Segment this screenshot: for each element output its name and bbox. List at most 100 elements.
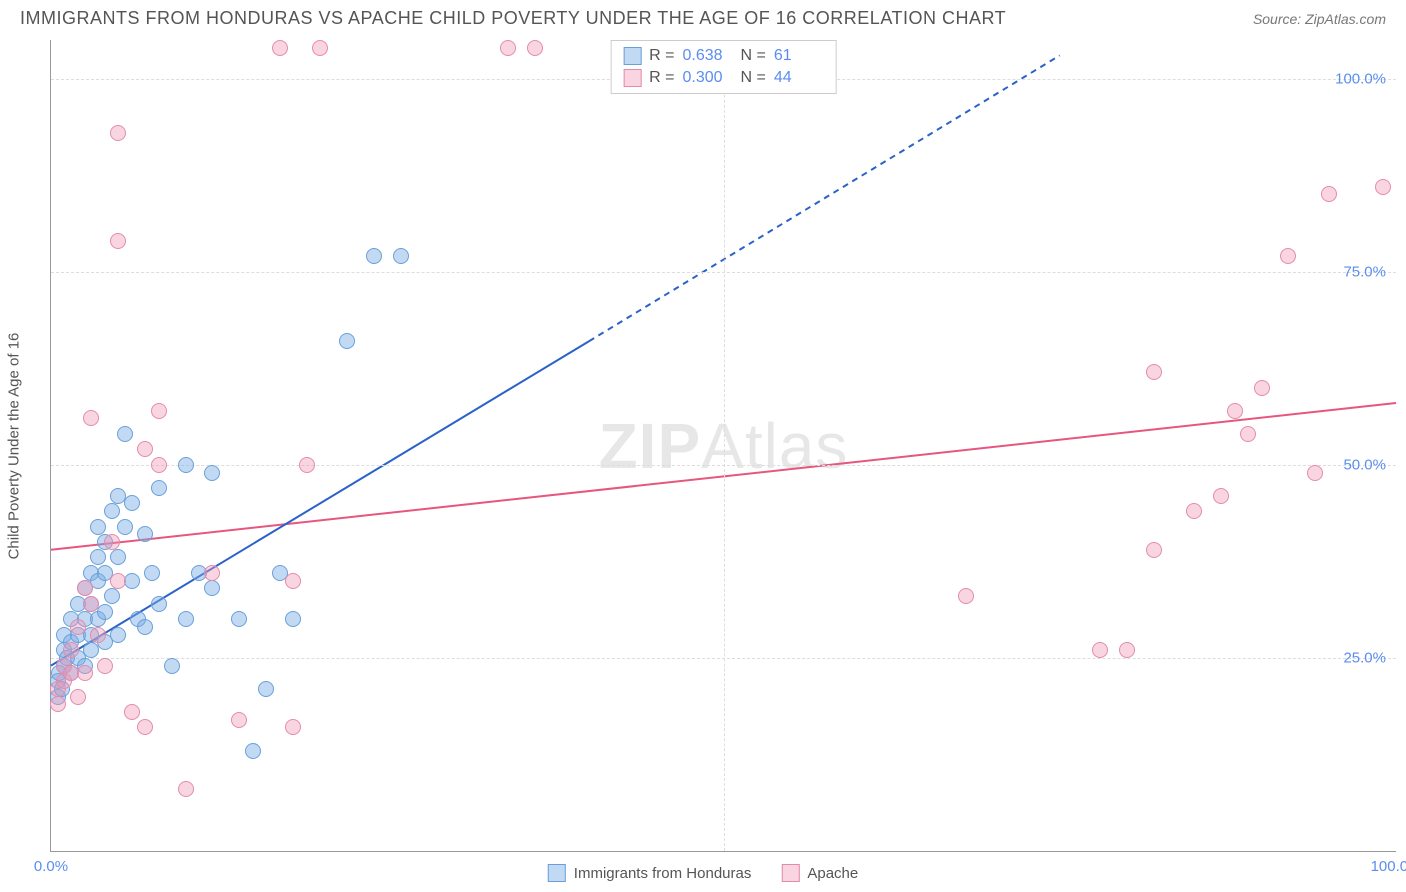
- data-point: [1186, 503, 1202, 519]
- n-label: N =: [741, 69, 766, 87]
- data-point: [90, 627, 106, 643]
- watermark-bold: ZIP: [599, 410, 702, 482]
- data-point: [124, 704, 140, 720]
- xtick-label: 0.0%: [34, 858, 68, 875]
- data-point: [231, 611, 247, 627]
- swatch-series1: [623, 47, 641, 65]
- data-point: [70, 689, 86, 705]
- series-legend: Immigrants from Honduras Apache: [548, 864, 858, 882]
- data-point: [1146, 364, 1162, 380]
- legend-item-series1: Immigrants from Honduras: [548, 864, 752, 882]
- data-point: [137, 441, 153, 457]
- y-axis-label: Child Poverty Under the Age of 16: [6, 333, 23, 560]
- data-point: [1375, 179, 1391, 195]
- data-point: [245, 743, 261, 759]
- r-label: R =: [649, 47, 674, 65]
- data-point: [104, 503, 120, 519]
- data-point: [110, 233, 126, 249]
- data-point: [110, 573, 126, 589]
- swatch-series2: [623, 69, 641, 87]
- trend-line: [589, 55, 1060, 341]
- data-point: [1227, 403, 1243, 419]
- swatch-series1: [548, 864, 566, 882]
- n-value-series1: 61: [774, 47, 824, 65]
- ytick-label: 100.0%: [1335, 70, 1386, 87]
- n-label: N =: [741, 47, 766, 65]
- data-point: [151, 596, 167, 612]
- data-point: [137, 619, 153, 635]
- plot-area: ZIPAtlas 25.0%50.0%75.0%100.0%0.0%100.0%: [51, 40, 1396, 851]
- ytick-label: 75.0%: [1343, 263, 1386, 280]
- r-label: R =: [649, 69, 674, 87]
- data-point: [285, 611, 301, 627]
- data-point: [117, 426, 133, 442]
- data-point: [104, 588, 120, 604]
- data-point: [285, 719, 301, 735]
- data-point: [1321, 186, 1337, 202]
- data-point: [117, 519, 133, 535]
- data-point: [339, 333, 355, 349]
- data-point: [299, 457, 315, 473]
- data-point: [204, 465, 220, 481]
- data-point: [1146, 542, 1162, 558]
- stats-row-series1: R = 0.638 N = 61: [623, 45, 824, 67]
- r-value-series2: 0.300: [683, 69, 733, 87]
- chart-container: ZIPAtlas 25.0%50.0%75.0%100.0%0.0%100.0%…: [50, 40, 1396, 852]
- gridline-v: [724, 40, 725, 851]
- xtick-label: 100.0%: [1371, 858, 1406, 875]
- data-point: [1280, 248, 1296, 264]
- data-point: [1307, 465, 1323, 481]
- data-point: [97, 658, 113, 674]
- data-point: [151, 457, 167, 473]
- data-point: [77, 580, 93, 596]
- data-point: [104, 534, 120, 550]
- data-point: [204, 565, 220, 581]
- data-point: [312, 40, 328, 56]
- data-point: [50, 696, 66, 712]
- data-point: [137, 719, 153, 735]
- data-point: [151, 480, 167, 496]
- chart-title: IMMIGRANTS FROM HONDURAS VS APACHE CHILD…: [20, 8, 1006, 29]
- data-point: [178, 457, 194, 473]
- data-point: [1119, 642, 1135, 658]
- data-point: [110, 549, 126, 565]
- data-point: [204, 580, 220, 596]
- data-point: [164, 658, 180, 674]
- data-point: [110, 125, 126, 141]
- data-point: [1240, 426, 1256, 442]
- data-point: [500, 40, 516, 56]
- series2-name: Apache: [807, 865, 858, 882]
- data-point: [1213, 488, 1229, 504]
- series1-name: Immigrants from Honduras: [574, 865, 752, 882]
- data-point: [1254, 380, 1270, 396]
- swatch-series2: [781, 864, 799, 882]
- data-point: [83, 596, 99, 612]
- data-point: [151, 403, 167, 419]
- data-point: [97, 604, 113, 620]
- data-point: [70, 619, 86, 635]
- data-point: [258, 681, 274, 697]
- data-point: [137, 526, 153, 542]
- data-point: [90, 549, 106, 565]
- data-point: [110, 627, 126, 643]
- source-label: Source: ZipAtlas.com: [1253, 11, 1386, 27]
- n-value-series2: 44: [774, 69, 824, 87]
- ytick-label: 50.0%: [1343, 456, 1386, 473]
- data-point: [527, 40, 543, 56]
- data-point: [285, 573, 301, 589]
- data-point: [231, 712, 247, 728]
- data-point: [1092, 642, 1108, 658]
- data-point: [178, 781, 194, 797]
- data-point: [178, 611, 194, 627]
- data-point: [958, 588, 974, 604]
- r-value-series1: 0.638: [683, 47, 733, 65]
- data-point: [393, 248, 409, 264]
- ytick-label: 25.0%: [1343, 649, 1386, 666]
- data-point: [83, 410, 99, 426]
- stats-legend: R = 0.638 N = 61 R = 0.300 N = 44: [610, 40, 837, 94]
- data-point: [77, 665, 93, 681]
- data-point: [124, 495, 140, 511]
- stats-row-series2: R = 0.300 N = 44: [623, 67, 824, 89]
- data-point: [366, 248, 382, 264]
- data-point: [63, 642, 79, 658]
